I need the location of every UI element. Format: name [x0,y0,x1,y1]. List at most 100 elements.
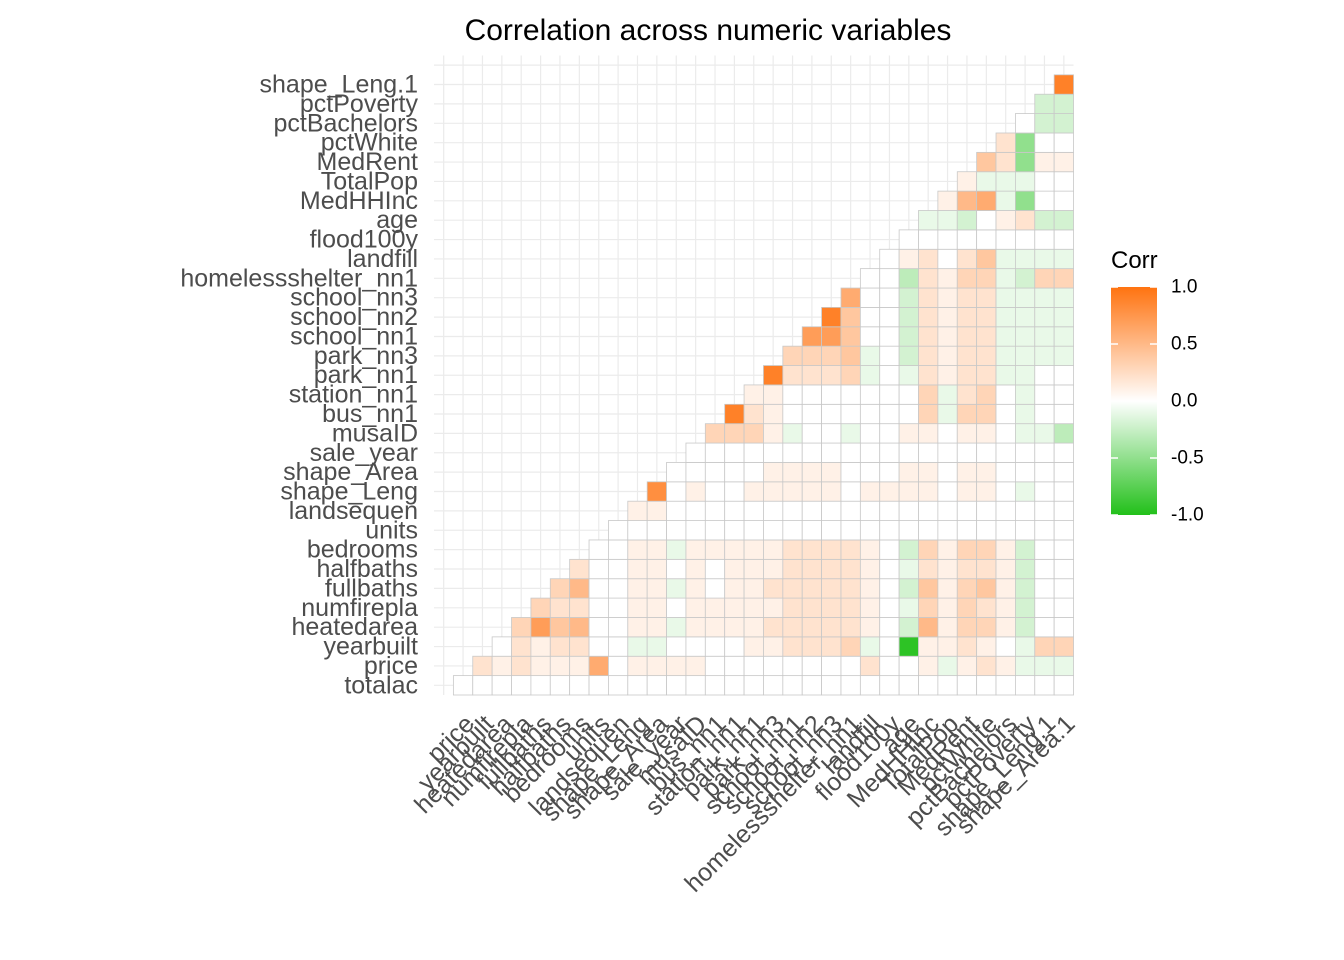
heatmap-cell [627,597,648,618]
heatmap-cell [1053,326,1074,347]
heatmap-cell [898,423,919,444]
heatmap-cell [937,229,958,250]
heatmap-cell [743,675,764,696]
heatmap-cell [898,287,919,308]
heatmap-cell [859,403,881,425]
heatmap-cell [743,617,764,638]
heatmap-cell [1053,229,1074,250]
heatmap-cell [782,597,803,618]
heatmap-cell [859,617,881,638]
heatmap-cell [801,636,822,657]
heatmap-cell [1015,597,1036,618]
heatmap-cell [1034,268,1055,289]
heatmap-cell [685,617,706,638]
y-tick-label: flood100y [310,226,419,254]
heatmap-cell [859,636,881,657]
heatmap-cell [1015,500,1036,521]
heatmap-cell [452,675,474,696]
heatmap-cell [666,655,687,677]
heatmap-cell [879,423,900,444]
heatmap-cell [1034,306,1055,328]
heatmap-cell [801,345,822,366]
heatmap-cell [879,539,900,560]
heatmap-cell [666,597,687,618]
heatmap-cell [704,500,726,521]
heatmap-cell [976,481,997,502]
heatmap-cell [1015,520,1036,541]
heatmap-cell [549,636,571,657]
heatmap-cell [898,248,919,270]
heatmap-cell [782,462,803,483]
heatmap-cell [1015,423,1036,444]
heatmap-cell [782,442,803,463]
heatmap-cell [666,558,687,580]
y-tick-label: price [364,652,418,680]
legend-tick-label: 0.5 [1171,334,1197,355]
heatmap-cell [937,384,958,405]
heatmap-cell [840,539,861,560]
heatmap-cell [511,655,532,677]
y-tick-label: age [376,206,418,234]
heatmap-cell [763,578,784,599]
heatmap-cell [859,578,881,599]
heatmap-cell [704,578,726,599]
heatmap-cell [1034,520,1055,541]
heatmap-cell [685,655,706,677]
heatmap-cell [704,520,726,541]
heatmap-cell [956,520,978,541]
heatmap-cell [1034,481,1055,502]
heatmap-cell [1053,74,1074,95]
heatmap-cell [1034,384,1055,405]
heatmap-cell [1053,520,1074,541]
heatmap-cell [743,578,764,599]
heatmap-cell [646,481,667,502]
heatmap-cell [608,675,629,696]
y-tick-label: musaID [332,419,418,447]
heatmap-cell [937,617,958,638]
heatmap-cell [976,210,997,231]
heatmap-cell [956,403,978,425]
heatmap-cell [995,500,1016,521]
y-tick-label: sale_year [310,439,418,467]
legend-tick-label: -1.0 [1171,505,1204,526]
heatmap-cell [569,655,590,677]
heatmap-cell [1034,171,1055,192]
heatmap-cell [801,423,822,444]
heatmap-cell [627,675,648,696]
heatmap-cell [937,210,958,231]
heatmap-cell [627,655,648,677]
heatmap-cell [801,617,822,638]
heatmap-cell [511,636,532,657]
heatmap-cell [763,462,784,483]
heatmap-cell [995,462,1016,483]
heatmap-cell [685,539,706,560]
heatmap-cell [995,151,1016,173]
heatmap-cell [1034,655,1055,677]
heatmap-cell [1015,287,1036,308]
heatmap-cell [1053,655,1074,677]
heatmap-cell [608,578,629,599]
heatmap-cell [588,655,609,677]
heatmap-cell [918,403,939,425]
heatmap-cell [549,597,571,618]
y-tick-label: halfbaths [317,555,418,583]
heatmap-cell [763,558,784,580]
heatmap-cell [627,500,648,521]
y-tick-label: shape_Area [283,458,418,486]
y-tick-label: pctPoverty [300,90,419,118]
heatmap-cell [937,268,958,289]
heatmap-cell [743,520,764,541]
heatmap-cell [743,403,764,425]
heatmap-cell [859,345,881,366]
heatmap-cell [685,462,706,483]
heatmap-cell [704,539,726,560]
heatmap-cell [646,655,667,677]
heatmap-cell [995,520,1016,541]
y-tick-label: pctWhite [321,129,418,157]
heatmap-cell [1053,190,1074,211]
heatmap-cell [918,617,939,638]
heatmap-cell [859,326,881,347]
heatmap-cell [1015,210,1036,231]
heatmap-cell [879,481,900,502]
heatmap-cell [569,636,590,657]
